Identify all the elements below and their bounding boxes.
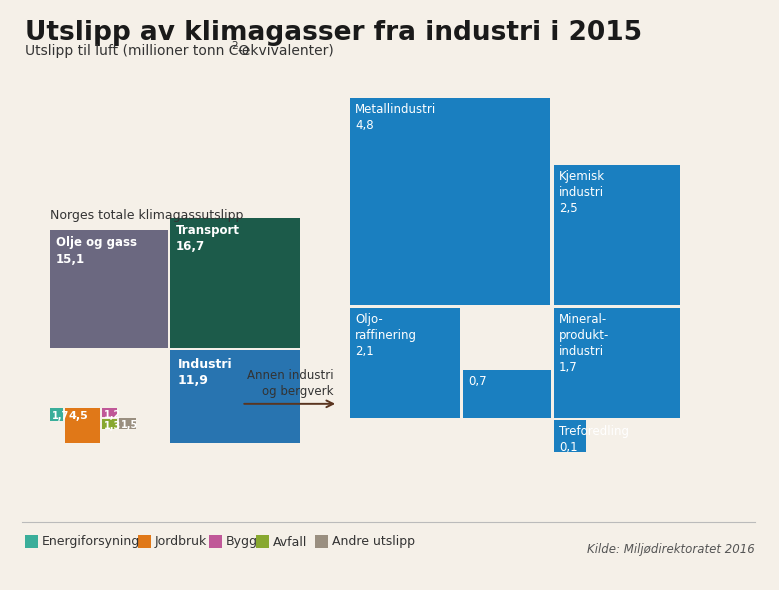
- Bar: [315, 535, 328, 548]
- Bar: [138, 535, 151, 548]
- Bar: [102, 408, 117, 417]
- Bar: [554, 165, 680, 305]
- Bar: [209, 535, 222, 548]
- Text: Metallindustri
4,8: Metallindustri 4,8: [355, 103, 436, 132]
- Bar: [170, 350, 300, 443]
- Text: Transport
16,7: Transport 16,7: [176, 224, 240, 253]
- Text: 1,3: 1,3: [104, 421, 122, 431]
- Text: Andre utslipp: Andre utslipp: [332, 536, 415, 549]
- Text: 1,7: 1,7: [52, 411, 69, 421]
- Text: 4,5: 4,5: [69, 411, 88, 421]
- Text: Industri
11,9: Industri 11,9: [178, 358, 232, 388]
- Text: Kilde: Miljødirektoratet 2016: Kilde: Miljødirektoratet 2016: [587, 543, 755, 556]
- Text: Norges totale klimagassutslipp: Norges totale klimagassutslipp: [50, 209, 243, 222]
- Text: Bygg: Bygg: [226, 536, 258, 549]
- Bar: [554, 308, 680, 418]
- Text: -ekvivalenter): -ekvivalenter): [238, 44, 334, 58]
- Text: Utslipp til luft (millioner tonn CO: Utslipp til luft (millioner tonn CO: [25, 44, 249, 58]
- Text: 1,5: 1,5: [122, 419, 139, 430]
- Bar: [102, 419, 117, 429]
- Bar: [50, 230, 167, 348]
- Bar: [25, 535, 38, 548]
- Text: Oljo-
raffinering
2,1: Oljo- raffinering 2,1: [355, 313, 417, 358]
- Text: 1,2: 1,2: [104, 409, 122, 419]
- Bar: [350, 308, 460, 418]
- Text: Mineral-
produkt-
industri
1,7: Mineral- produkt- industri 1,7: [559, 313, 609, 374]
- Bar: [50, 408, 63, 421]
- Bar: [256, 535, 269, 548]
- Text: Annen industri
og bergverk: Annen industri og bergverk: [248, 369, 334, 398]
- Bar: [554, 420, 586, 452]
- Bar: [350, 98, 550, 305]
- Text: Olje og gass
15,1: Olje og gass 15,1: [56, 236, 137, 266]
- Text: Kjemisk
industri
2,5: Kjemisk industri 2,5: [559, 170, 605, 215]
- Text: Jordbruk: Jordbruk: [155, 536, 207, 549]
- Text: Utslipp av klimagasser fra industri i 2015: Utslipp av klimagasser fra industri i 20…: [25, 20, 642, 46]
- Text: Energiforsyning: Energiforsyning: [42, 536, 140, 549]
- Bar: [170, 218, 300, 348]
- Text: Avfall: Avfall: [273, 536, 308, 549]
- Text: Treforedling
0,1: Treforedling 0,1: [559, 425, 629, 454]
- Bar: [463, 370, 551, 418]
- Bar: [65, 408, 100, 443]
- Bar: [119, 418, 136, 429]
- Text: 0,7: 0,7: [468, 375, 487, 388]
- Text: 2: 2: [231, 41, 238, 51]
